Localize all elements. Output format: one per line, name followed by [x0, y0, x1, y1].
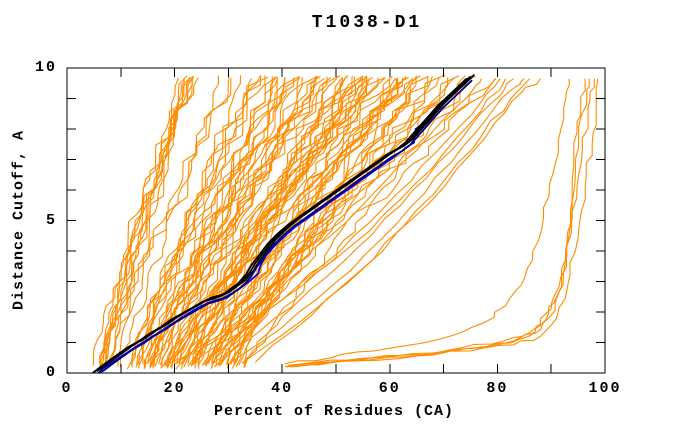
- best-model-curve: [97, 79, 473, 374]
- prediction-curve: [230, 77, 455, 365]
- y-tick-label: 10: [34, 59, 57, 76]
- late-start-outliers-curve: [190, 78, 501, 365]
- prediction-curve: [194, 76, 367, 369]
- prediction-curve: [213, 77, 413, 364]
- late-start-outliers-curve: [163, 78, 506, 366]
- prediction-curve: [108, 76, 193, 367]
- prediction-curve: [238, 78, 496, 366]
- x-tick-label: 80: [486, 380, 509, 397]
- late-start-outliers-curve: [254, 78, 541, 363]
- prediction-curve: [117, 75, 230, 367]
- prediction-curve: [166, 77, 303, 369]
- prediction-curve: [92, 77, 195, 366]
- prediction-curve: [104, 76, 194, 369]
- prediction-curve: [104, 76, 193, 366]
- prediction-curve: [242, 76, 433, 365]
- prediction-curve: [192, 76, 409, 366]
- x-tick-label: 100: [588, 380, 622, 397]
- prediction-curve: [187, 77, 343, 365]
- prediction-curve: [119, 77, 232, 368]
- x-axis-title: Percent of Residues (CA): [213, 403, 455, 420]
- high-coverage-outliers-curve: [286, 78, 590, 368]
- plot-title: T1038-D1: [311, 13, 423, 33]
- prediction-curve: [180, 78, 370, 370]
- prediction-curve: [149, 78, 278, 366]
- prediction-curve: [147, 76, 277, 364]
- prediction-curve: [178, 78, 368, 364]
- y-tick-label: 0: [45, 364, 57, 381]
- late-start-outliers-curve: [174, 78, 482, 365]
- prediction-curve: [166, 76, 328, 368]
- high-coverage-outliers-curve: [284, 78, 570, 365]
- prediction-curve: [153, 76, 273, 366]
- high-coverage-outliers-curve: [287, 78, 595, 366]
- prediction-curve: [218, 74, 446, 366]
- prediction-curve: [165, 76, 356, 368]
- prediction-curve: [138, 75, 266, 367]
- x-tick-label: 60: [378, 380, 401, 397]
- prediction-curve: [203, 75, 368, 365]
- late-start-outliers-curve: [241, 78, 531, 364]
- late-start-outliers-curve: [228, 78, 525, 365]
- prediction-curve: [171, 76, 368, 369]
- prediction-curve: [192, 77, 379, 364]
- prediction-curve: [135, 75, 242, 368]
- prediction-curve: [107, 75, 219, 368]
- prediction-curve: [99, 78, 185, 367]
- high-coverage-outliers-curve: [290, 78, 599, 368]
- prediction-curve: [211, 77, 391, 369]
- y-tick-label: 5: [45, 211, 57, 229]
- best-model-curve: [96, 75, 472, 373]
- best-model-curve: [92, 77, 468, 374]
- prediction-curve: [158, 75, 319, 365]
- x-tick-label: 40: [271, 380, 294, 397]
- late-start-outliers-curve: [211, 78, 514, 365]
- prediction-curve: [149, 77, 295, 367]
- prediction-curve: [219, 76, 407, 367]
- x-tick-label: 20: [163, 380, 186, 397]
- x-tick-label: 0: [61, 380, 73, 397]
- prediction-curve: [210, 77, 429, 369]
- prediction-curve: [205, 76, 417, 367]
- best-model-curve: [99, 74, 475, 371]
- prediction-curve: [243, 78, 497, 368]
